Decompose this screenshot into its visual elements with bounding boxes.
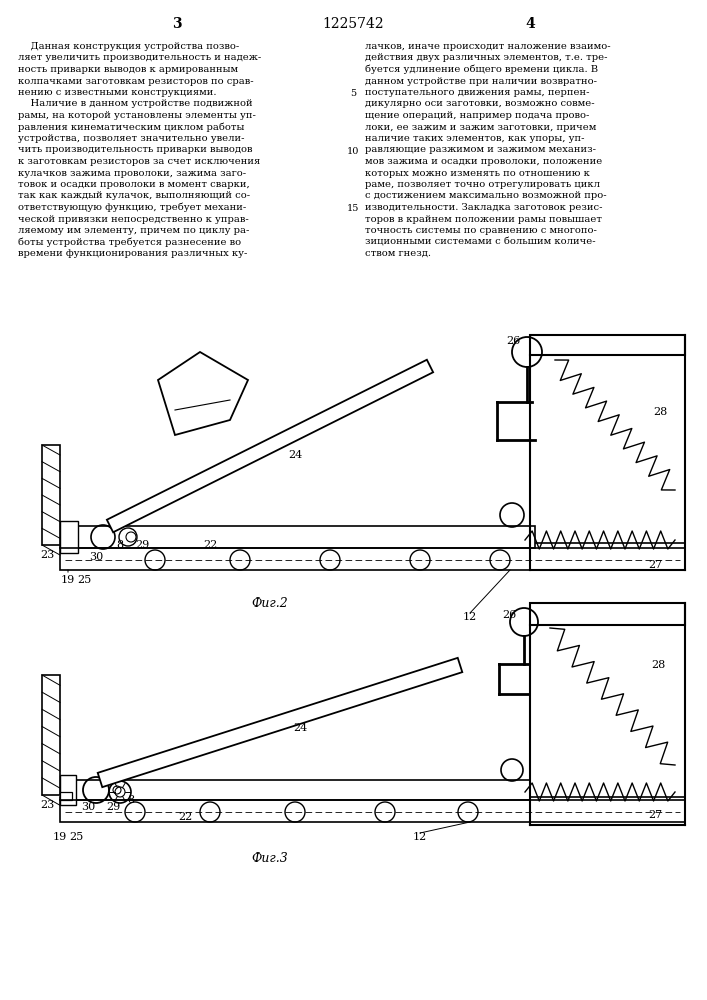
Text: 4: 4 — [525, 17, 535, 31]
Text: 28: 28 — [653, 407, 667, 417]
Text: Фиг.3: Фиг.3 — [252, 852, 288, 865]
Text: буется удлинение общего времени цикла. В: буется удлинение общего времени цикла. В — [365, 65, 598, 75]
Text: ответствующую функцию, требует механи-: ответствующую функцию, требует механи- — [18, 203, 246, 213]
Bar — [75, 526, 535, 548]
Text: 25: 25 — [69, 832, 83, 842]
Text: 19: 19 — [61, 575, 75, 585]
Text: точность системы по сравнению с многопо-: точность системы по сравнению с многопо- — [365, 226, 597, 235]
Text: 27: 27 — [648, 810, 662, 820]
Text: рамы, на которой установлены элементы уп-: рамы, на которой установлены элементы уп… — [18, 111, 256, 120]
Text: товок и осадки проволоки в момент сварки,: товок и осадки проволоки в момент сварки… — [18, 180, 250, 189]
Text: Наличие в данном устройстве подвижной: Наличие в данном устройстве подвижной — [18, 100, 252, 108]
Text: 3: 3 — [173, 17, 182, 31]
Text: 1225742: 1225742 — [322, 17, 384, 31]
Text: ляемому им элементу, причем по циклу ра-: ляемому им элементу, причем по циклу ра- — [18, 226, 250, 235]
Text: 28: 28 — [651, 660, 665, 670]
Text: 10: 10 — [347, 147, 359, 156]
Text: лачков, иначе происходит наложение взаимо-: лачков, иначе происходит наложение взаим… — [365, 42, 611, 51]
Text: Данная конструкция устройства позво-: Данная конструкция устройства позво- — [18, 42, 239, 51]
Bar — [75, 780, 530, 800]
Text: ляет увеличить производительность и надеж-: ляет увеличить производительность и наде… — [18, 53, 262, 62]
Polygon shape — [98, 658, 462, 787]
Polygon shape — [158, 352, 248, 435]
Text: наличие таких элементов, как упоры, уп-: наличие таких элементов, как упоры, уп- — [365, 134, 585, 143]
Text: равления кинематическим циклом работы: равления кинематическим циклом работы — [18, 122, 245, 132]
Text: 15: 15 — [347, 204, 359, 213]
Text: локи, ее зажим и зажим заготовки, причем: локи, ее зажим и зажим заготовки, причем — [365, 122, 597, 131]
Text: устройства, позволяет значительно увели-: устройства, позволяет значительно увели- — [18, 134, 245, 143]
Text: 24: 24 — [293, 723, 307, 733]
Bar — [60, 797, 685, 822]
Bar — [60, 775, 76, 805]
Text: колпачками заготовкам резисторов по срав-: колпачками заготовкам резисторов по срав… — [18, 77, 254, 86]
Polygon shape — [107, 360, 433, 532]
Text: кулачков зажима проволоки, зажима заго-: кулачков зажима проволоки, зажима заго- — [18, 168, 246, 178]
Text: 12: 12 — [463, 612, 477, 622]
Text: мов зажима и осадки проволоки, положение: мов зажима и осадки проволоки, положение — [365, 157, 602, 166]
Text: зиционными системами с большим количе-: зиционными системами с большим количе- — [365, 237, 595, 246]
Bar — [60, 521, 78, 553]
Text: изводительности. Закладка заготовок резис-: изводительности. Закладка заготовок рези… — [365, 203, 602, 212]
Text: 5: 5 — [350, 89, 356, 98]
Bar — [42, 445, 60, 545]
Text: 19: 19 — [53, 832, 67, 842]
Text: 26: 26 — [506, 336, 520, 346]
Text: которых можно изменять по отношению к: которых можно изменять по отношению к — [365, 168, 590, 178]
Text: Фиг.2: Фиг.2 — [252, 597, 288, 610]
Text: 8: 8 — [117, 540, 124, 550]
Text: боты устройства требуется разнесение во: боты устройства требуется разнесение во — [18, 237, 241, 247]
Text: 26: 26 — [502, 610, 516, 620]
Text: данном устройстве при наличии возвратно-: данном устройстве при наличии возвратно- — [365, 77, 597, 86]
Text: раме, позволяет точно отрегулировать цикл: раме, позволяет точно отрегулировать цик… — [365, 180, 600, 189]
Text: ством гнезд.: ством гнезд. — [365, 249, 431, 258]
Text: 24: 24 — [288, 450, 302, 460]
Text: 30: 30 — [81, 802, 95, 812]
Text: 27: 27 — [648, 560, 662, 570]
Text: ность приварки выводов к армированным: ность приварки выводов к армированным — [18, 65, 238, 74]
Text: нению с известными конструкциями.: нению с известными конструкциями. — [18, 88, 216, 97]
Bar — [530, 335, 685, 355]
Text: действия двух различных элементов, т.е. тре-: действия двух различных элементов, т.е. … — [365, 53, 607, 62]
Bar — [530, 603, 685, 625]
Text: поступательного движения рамы, перпен-: поступательного движения рамы, перпен- — [365, 88, 590, 97]
Text: 30: 30 — [89, 552, 103, 562]
Text: с достижением максимально возможной про-: с достижением максимально возможной про- — [365, 192, 607, 200]
Text: ческой привязки непосредственно к управ-: ческой привязки непосредственно к управ- — [18, 215, 249, 224]
Text: торов в крайнем положении рамы повышает: торов в крайнем положении рамы повышает — [365, 215, 602, 224]
Text: равляющие разжимом и зажимом механиз-: равляющие разжимом и зажимом механиз- — [365, 145, 596, 154]
Text: 22: 22 — [203, 540, 217, 550]
Text: 25: 25 — [77, 575, 91, 585]
Text: так как каждый кулачок, выполняющий со-: так как каждый кулачок, выполняющий со- — [18, 192, 250, 200]
Bar — [60, 543, 685, 570]
Text: чить производительность приварки выводов: чить производительность приварки выводов — [18, 145, 252, 154]
Text: времени функционирования различных ку-: времени функционирования различных ку- — [18, 249, 247, 258]
Text: дикулярно оси заготовки, возможно совме-: дикулярно оси заготовки, возможно совме- — [365, 100, 595, 108]
Text: к заготовкам резисторов за счет исключения: к заготовкам резисторов за счет исключен… — [18, 157, 260, 166]
Bar — [42, 675, 60, 795]
Text: щение операций, например подача прово-: щение операций, например подача прово- — [365, 111, 590, 120]
Text: 23: 23 — [40, 800, 54, 810]
Text: 29: 29 — [106, 802, 120, 812]
Text: 8: 8 — [127, 795, 134, 805]
Text: 12: 12 — [413, 832, 427, 842]
Text: 22: 22 — [178, 812, 192, 822]
Text: 29: 29 — [135, 540, 149, 550]
Bar — [60, 792, 72, 800]
Text: 23: 23 — [40, 550, 54, 560]
